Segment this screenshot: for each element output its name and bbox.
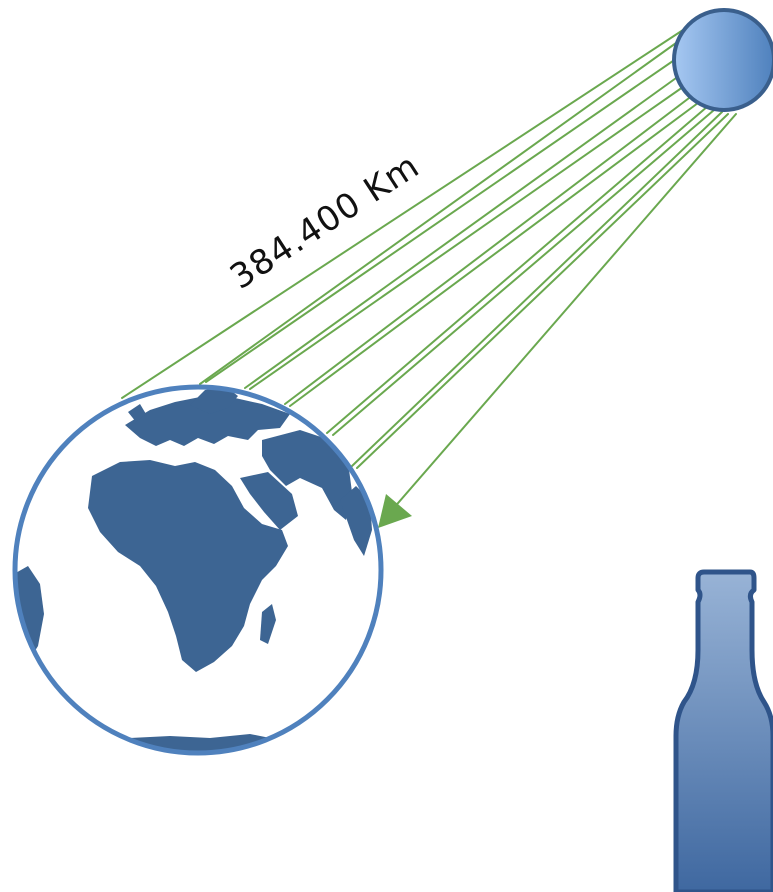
- beam-line: [199, 37, 684, 385]
- beam-line: [121, 29, 684, 399]
- beam-line: [205, 51, 687, 383]
- beam-line: [326, 105, 709, 434]
- moon-icon: [672, 8, 773, 112]
- distance-label: 384.400 Km: [223, 146, 427, 298]
- beam-arrowhead: [378, 494, 412, 528]
- bottle-icon: [673, 569, 773, 892]
- light-beams: [121, 29, 737, 511]
- beam-line: [289, 99, 703, 407]
- beam-line: [356, 113, 729, 469]
- beam-line: [244, 67, 691, 389]
- beam-line: [284, 91, 698, 405]
- beam-line: [391, 113, 737, 511]
- beam-line: [351, 111, 723, 467]
- beam-line: [332, 109, 715, 436]
- earth-globe-icon: [12, 384, 384, 756]
- beam-line: [249, 79, 694, 390]
